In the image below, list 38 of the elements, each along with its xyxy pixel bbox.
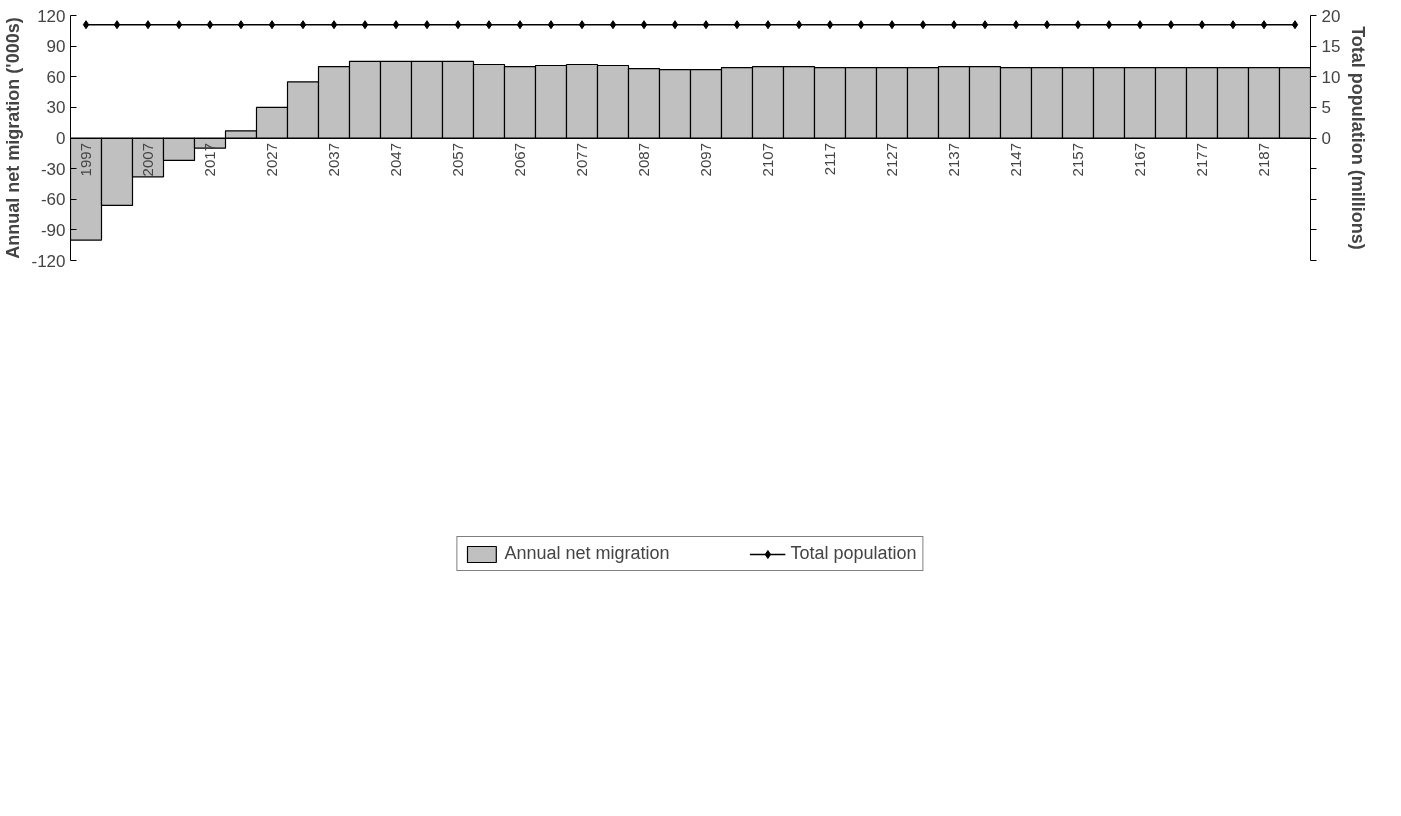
y-tick-label: -90 bbox=[40, 220, 66, 240]
y2-tick-label: 10 bbox=[1321, 67, 1341, 87]
legend-label: Total population bbox=[790, 543, 917, 564]
y-tick-label: -60 bbox=[40, 190, 66, 210]
y-tick-label: 90 bbox=[46, 37, 66, 57]
x-tick-label: 2037 bbox=[325, 142, 342, 177]
y2-tick-label: 20 bbox=[1321, 6, 1341, 26]
x-tick-label: 2167 bbox=[1131, 142, 1148, 177]
x-tick-label: 2067 bbox=[511, 142, 528, 177]
x-tick-label: 2177 bbox=[1193, 142, 1210, 177]
x-tick-label: 2187 bbox=[1255, 142, 1272, 177]
y-tick-label: 30 bbox=[46, 98, 66, 118]
y-tick-label: 0 bbox=[56, 129, 66, 148]
x-tick-label: 2007 bbox=[139, 142, 156, 177]
x-tick-label: 2077 bbox=[573, 142, 590, 177]
y-tick-label: 120 bbox=[37, 6, 66, 26]
x-tick-label: 2117 bbox=[821, 142, 838, 176]
y-tick-label: 60 bbox=[46, 67, 66, 87]
x-tick-label: 2127 bbox=[883, 142, 900, 177]
y2-tick-label: 5 bbox=[1321, 98, 1331, 118]
y-tick-label: -30 bbox=[40, 159, 66, 179]
x-tick-label: 2107 bbox=[759, 142, 776, 177]
x-tick-label: 2027 bbox=[263, 142, 280, 177]
y-tick-label: -120 bbox=[31, 251, 66, 271]
y2-tick-label: 0 bbox=[1321, 129, 1331, 148]
x-tick-label: 2147 bbox=[1007, 142, 1024, 177]
y2-axis-title: Total population (millions) bbox=[1348, 26, 1369, 250]
x-tick-label: 2017 bbox=[201, 142, 218, 177]
legend-label: Annual net migration bbox=[504, 543, 670, 564]
x-tick-label: 2057 bbox=[449, 142, 466, 177]
x-tick-label: 2087 bbox=[635, 142, 652, 177]
x-tick-label: 2137 bbox=[945, 142, 962, 177]
x-tick-label: 2047 bbox=[387, 142, 404, 177]
y2-tick-label: 15 bbox=[1321, 37, 1341, 57]
x-tick-label: 2097 bbox=[697, 142, 714, 177]
x-tick-label: 1997 bbox=[77, 142, 94, 177]
y-axis-title: Annual net migration ('000s) bbox=[3, 17, 24, 259]
x-tick-label: 2157 bbox=[1069, 142, 1086, 177]
